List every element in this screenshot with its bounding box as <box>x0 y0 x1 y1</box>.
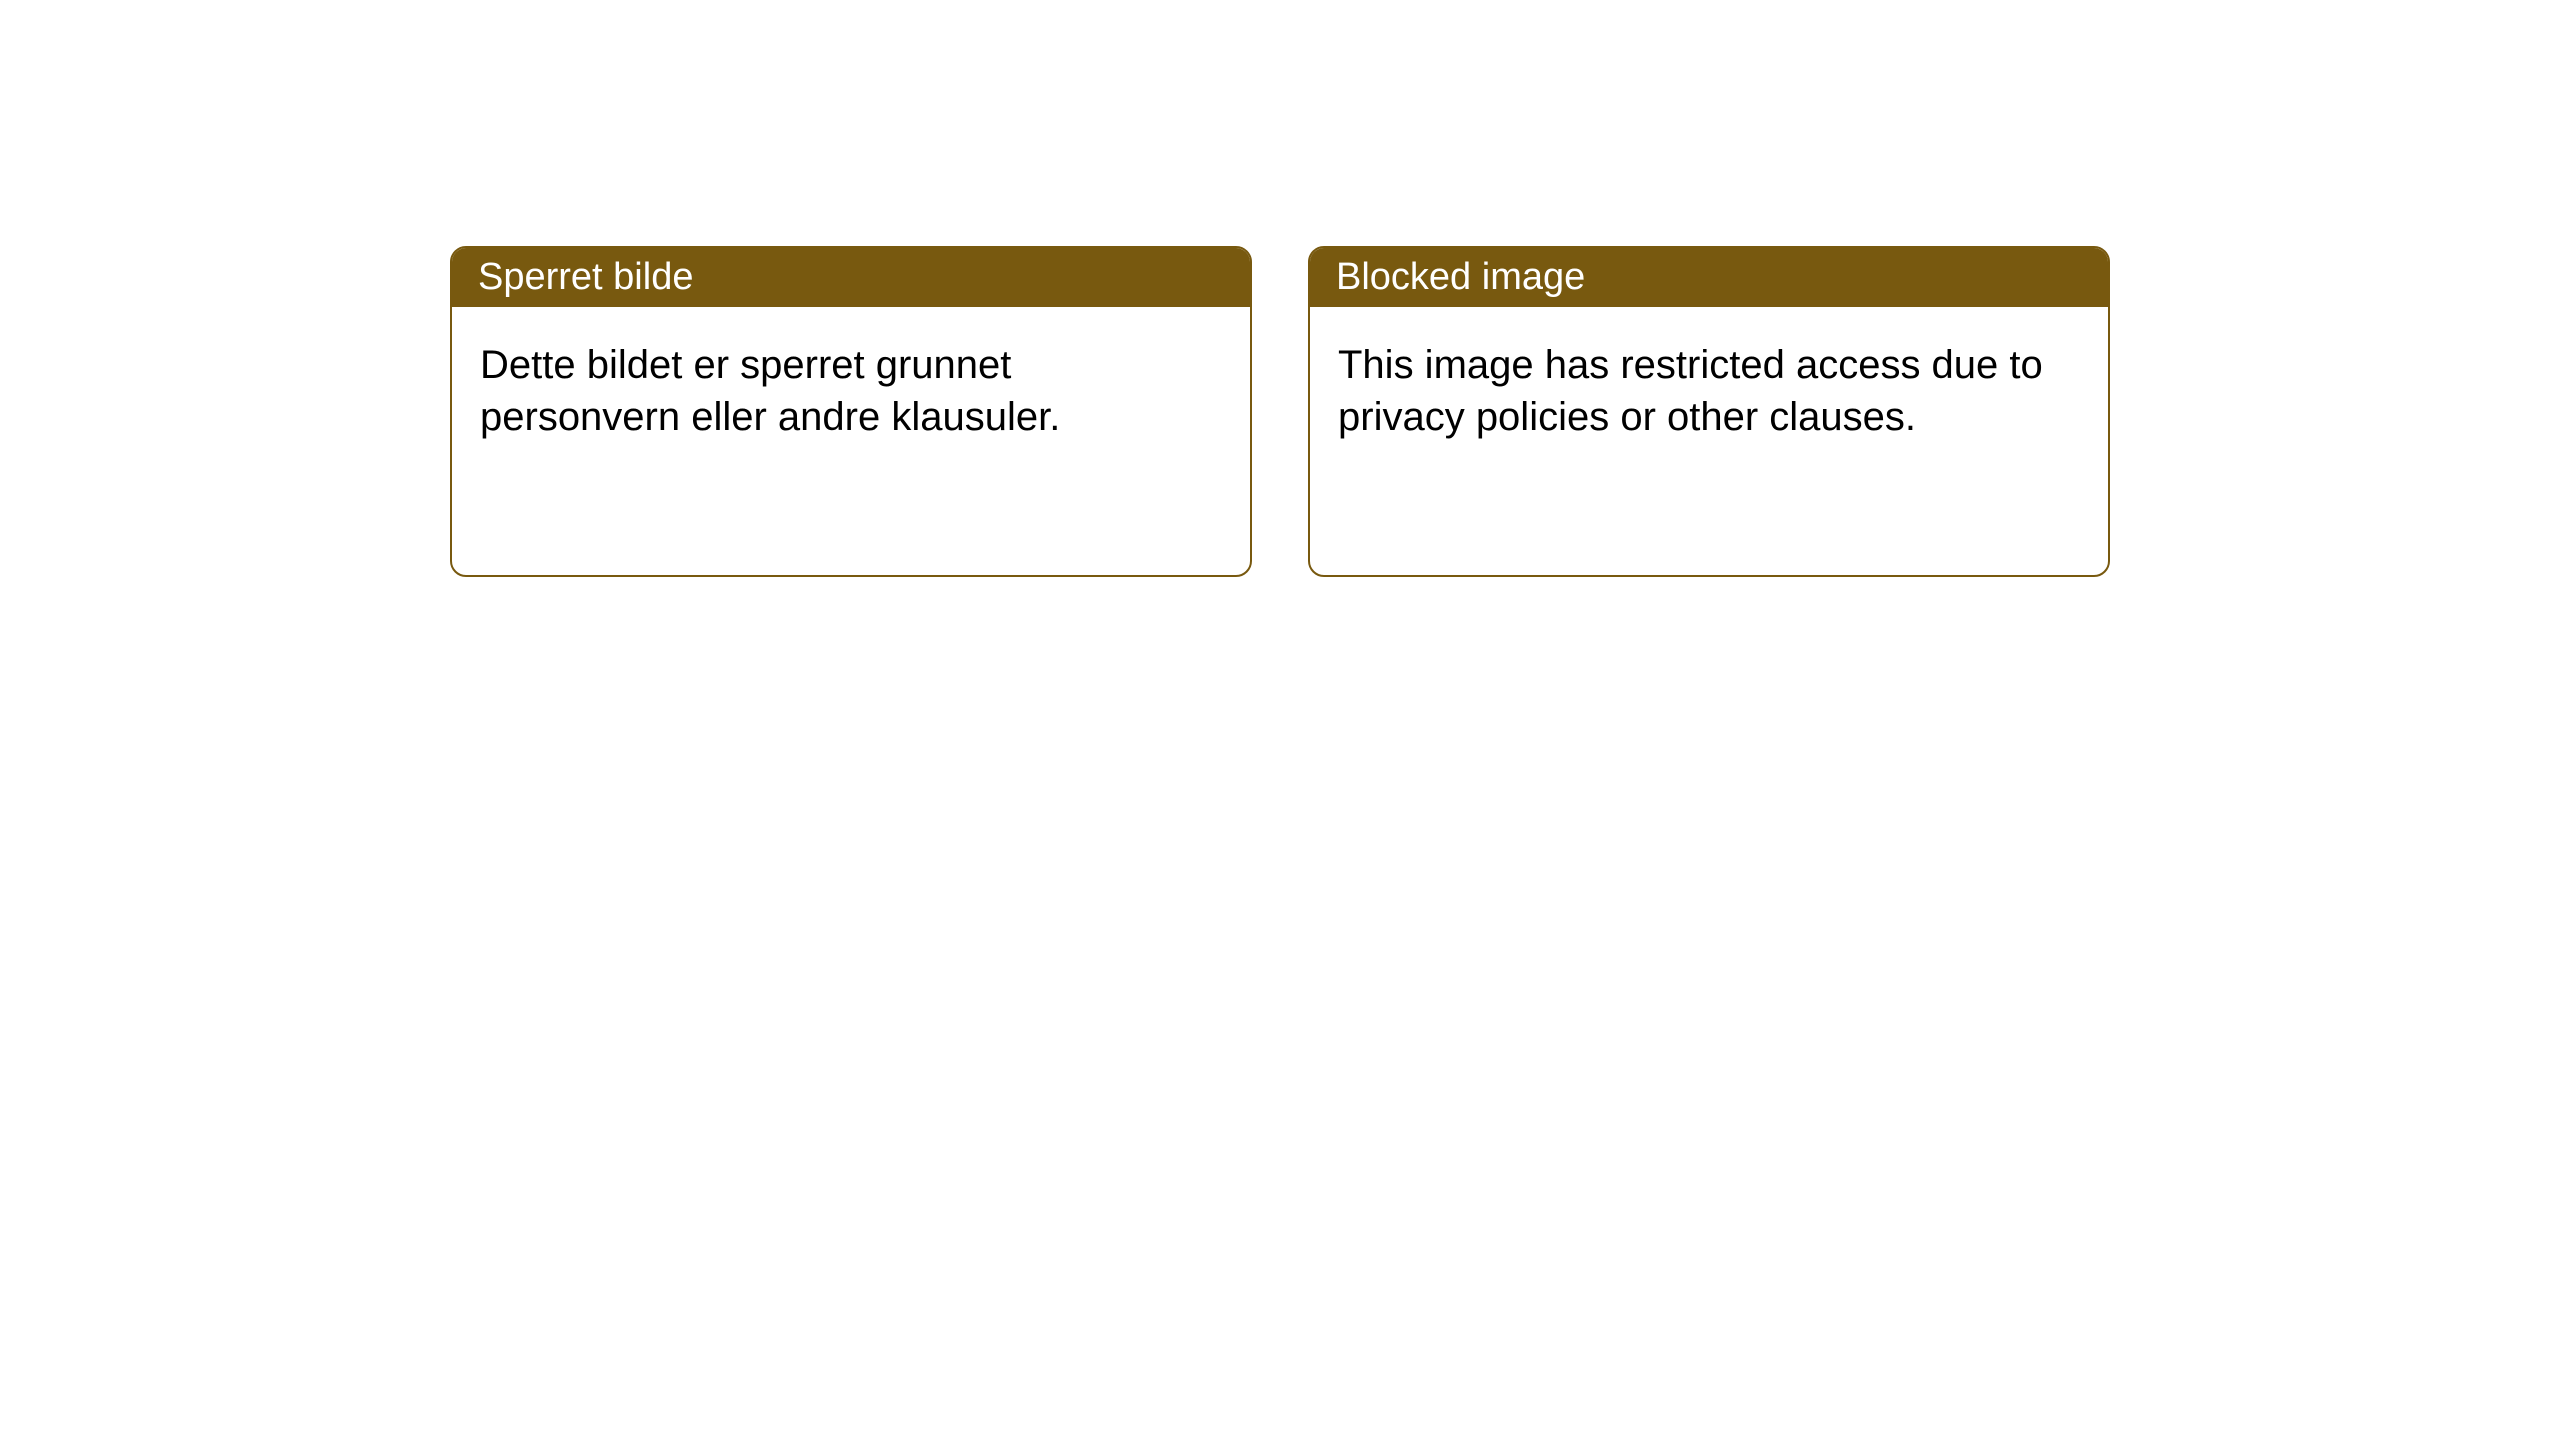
notice-card-english: Blocked image This image has restricted … <box>1308 246 2110 577</box>
notice-container: Sperret bilde Dette bildet er sperret gr… <box>0 0 2560 577</box>
notice-body: Dette bildet er sperret grunnet personve… <box>452 307 1250 575</box>
notice-body: This image has restricted access due to … <box>1310 307 2108 575</box>
notice-card-norwegian: Sperret bilde Dette bildet er sperret gr… <box>450 246 1252 577</box>
notice-header: Sperret bilde <box>452 248 1250 307</box>
notice-header: Blocked image <box>1310 248 2108 307</box>
